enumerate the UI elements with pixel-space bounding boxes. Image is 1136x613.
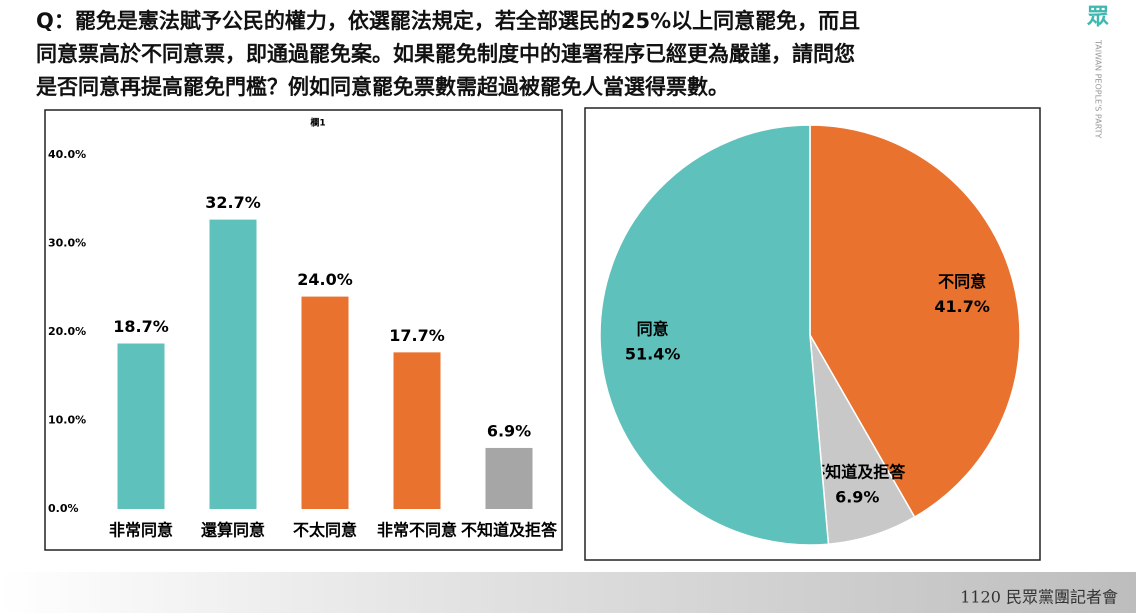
bar — [393, 352, 441, 509]
slice-value: 41.7% — [934, 297, 990, 316]
x-tick-label: 非常同意 — [109, 521, 173, 540]
x-tick-label: 不太同意 — [293, 521, 357, 540]
chart-title: 欄1 — [310, 117, 325, 129]
x-tick-label: 不知道及拒答 — [461, 521, 558, 540]
logo-text: TAIWAN PEOPLE'S PARTY — [1094, 39, 1103, 139]
bar — [485, 447, 533, 509]
data-label: 17.7% — [389, 326, 445, 345]
pie-slice — [599, 124, 830, 546]
data-label: 24.0% — [297, 270, 353, 289]
y-tick-label: 0.0% — [48, 502, 79, 515]
bar — [301, 296, 349, 509]
question-line: Q：罷免是憲法賦予公民的權力，依選罷法規定，若全部選民的25%以上同意罷免，而且 — [36, 9, 860, 33]
slice-label: 不同意 — [938, 272, 986, 291]
data-label: 6.9% — [487, 421, 531, 440]
x-tick-label: 還算同意 — [201, 521, 265, 540]
y-tick-label: 20.0% — [48, 325, 86, 338]
y-tick-label: 10.0% — [48, 414, 86, 427]
x-tick-label: 非常不同意 — [377, 521, 457, 540]
slice-value: 6.9% — [835, 488, 879, 507]
y-tick-label: 40.0% — [48, 148, 86, 161]
question-line: 是否同意再提高罷免門檻？例如同意罷免票數需超過被罷免人當選得票數。 — [36, 75, 729, 99]
footer-text: 1120 民眾黨團記者會 — [960, 588, 1118, 607]
slice-value: 51.4% — [625, 344, 681, 363]
footer-bar — [0, 572, 1136, 613]
logo-mark: 眾 — [1086, 5, 1109, 30]
y-tick-label: 30.0% — [48, 237, 86, 250]
slice-label: 同意 — [637, 319, 669, 338]
question-line: 同意票高於不同意票，即通過罷免案。如果罷免制度中的連署程序已經更為嚴謹，請問您 — [36, 42, 855, 66]
bar — [117, 343, 165, 509]
data-label: 18.7% — [113, 317, 169, 336]
slice-label: 不知道及拒答 — [809, 463, 906, 482]
pie-slice — [809, 124, 1021, 519]
data-label: 32.7% — [205, 193, 261, 212]
bar — [209, 219, 257, 510]
